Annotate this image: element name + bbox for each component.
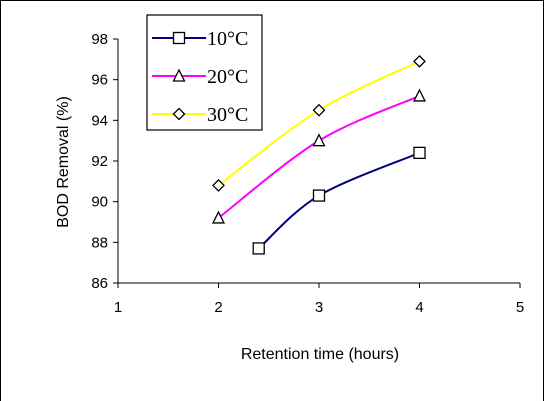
- series-2: [212, 54, 426, 192]
- y-axis-label: BOD Removal (%): [55, 96, 72, 228]
- data-point: [413, 146, 426, 160]
- data-point: [412, 88, 427, 102]
- y-tick-label: 92: [91, 153, 108, 170]
- y-tick-label: 90: [91, 194, 108, 211]
- legend-label: 30°C: [207, 104, 248, 126]
- y-tick-label: 88: [91, 234, 108, 251]
- data-point: [312, 189, 326, 202]
- legend: 10°C 20°C 30°C: [146, 14, 263, 131]
- data-point: [312, 103, 326, 117]
- series-0: [252, 146, 426, 255]
- legend-marker: [172, 31, 186, 45]
- x-tick-label: 4: [415, 299, 423, 316]
- series-layer: [211, 54, 427, 255]
- legend-marker: [172, 107, 186, 121]
- x-tick-label: 1: [114, 299, 122, 316]
- x-ticks: 1 2 3 4 5: [114, 283, 524, 316]
- x-axis-label: Retention time (hours): [241, 346, 399, 363]
- x-tick-label: 3: [315, 299, 323, 316]
- data-point: [413, 54, 426, 68]
- legend-box: [146, 14, 263, 131]
- y-tick-label: 98: [91, 31, 108, 48]
- x-tick-label: 5: [516, 299, 524, 316]
- data-point: [312, 133, 326, 147]
- series-1: [211, 88, 427, 224]
- y-tick-label: 94: [91, 112, 108, 129]
- data-point: [211, 210, 226, 224]
- legend-label: 20°C: [207, 66, 248, 88]
- data-point: [252, 242, 265, 255]
- legend-marker: [172, 68, 186, 82]
- data-point: [212, 178, 225, 192]
- legend-label: 10°C: [207, 28, 248, 50]
- x-tick-label: 2: [214, 299, 222, 316]
- y-ticks: 86 88 90 92 94 96 98: [91, 31, 118, 292]
- y-tick-label: 96: [91, 72, 108, 89]
- y-tick-label: 86: [91, 275, 108, 292]
